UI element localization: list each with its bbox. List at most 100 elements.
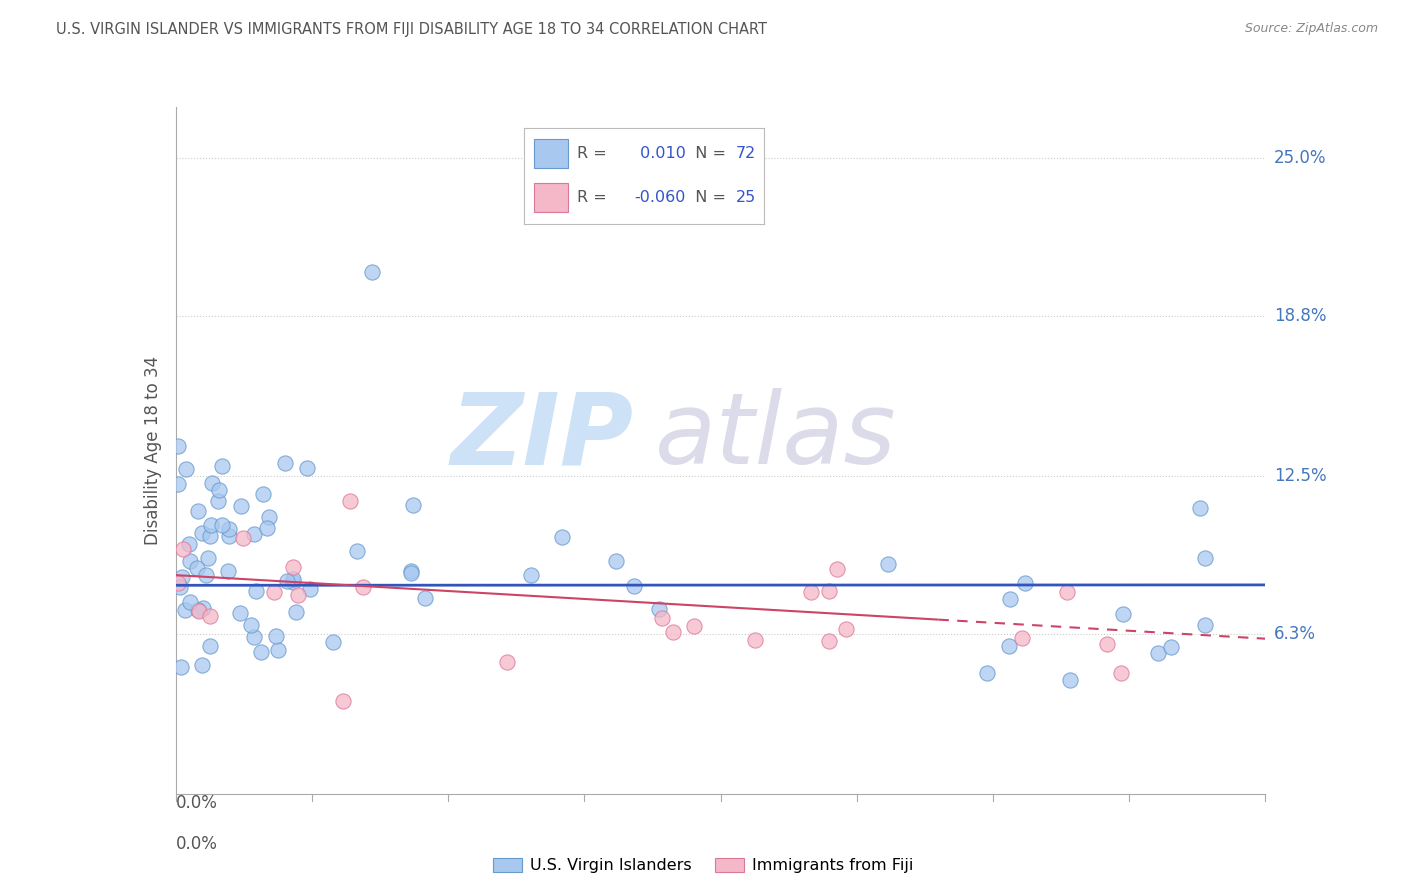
Point [1147, 646, 1170, 660]
Point [1056, 585, 1078, 599]
Point [274, 456, 297, 470]
Point [211, 458, 233, 473]
Point [346, 544, 368, 558]
Point [239, 618, 262, 632]
Point [281, 575, 304, 590]
Point [187, 604, 209, 618]
Point [263, 585, 285, 599]
Point [877, 558, 900, 572]
Text: U.S. VIRGIN ISLANDER VS IMMIGRANTS FROM FIJI DISABILITY AGE 18 TO 34 CORRELATION: U.S. VIRGIN ISLANDER VS IMMIGRANTS FROM … [56, 22, 768, 37]
Point [298, 582, 321, 596]
Point [276, 574, 298, 589]
Point [1194, 551, 1216, 566]
Point [817, 584, 839, 599]
Point [648, 602, 671, 616]
Point [174, 462, 197, 476]
Point [662, 625, 685, 640]
Text: atlas: atlas [655, 388, 897, 485]
Point [399, 564, 422, 578]
Point [1059, 673, 1081, 687]
Point [217, 565, 239, 579]
Point [179, 595, 201, 609]
Text: 18.8%: 18.8% [1274, 307, 1326, 325]
Point [200, 517, 222, 532]
Point [231, 500, 253, 514]
Point [187, 603, 209, 617]
Point [834, 622, 856, 636]
Point [256, 520, 278, 534]
Point [267, 642, 290, 657]
Point [281, 560, 304, 574]
Text: 0.0%: 0.0% [176, 794, 218, 812]
Text: Source: ZipAtlas.com: Source: ZipAtlas.com [1244, 22, 1378, 36]
Point [167, 575, 190, 590]
Point [198, 639, 221, 653]
Point [1095, 637, 1118, 651]
Point [401, 498, 423, 512]
Point [172, 570, 194, 584]
Point [360, 265, 382, 279]
Point [179, 554, 201, 568]
Text: 12.5%: 12.5% [1274, 467, 1326, 485]
Point [1000, 592, 1022, 607]
Point [232, 531, 254, 545]
Point [623, 579, 645, 593]
Point [250, 645, 273, 659]
Point [744, 632, 766, 647]
Point [172, 541, 194, 556]
Point [825, 562, 848, 576]
Point [281, 572, 304, 586]
Point [170, 660, 193, 674]
Text: 6.3%: 6.3% [1274, 624, 1316, 642]
Point [218, 529, 240, 543]
Point [207, 494, 229, 508]
Point [1014, 575, 1036, 590]
Point [186, 561, 208, 575]
Point [550, 530, 572, 544]
Point [976, 665, 998, 680]
Point [339, 494, 361, 508]
Point [998, 639, 1021, 653]
Point [243, 527, 266, 541]
Point [519, 567, 541, 582]
Point [332, 694, 354, 708]
Point [252, 486, 274, 500]
Point [191, 658, 214, 673]
Point [167, 476, 190, 491]
Point [496, 656, 519, 670]
Point [1160, 640, 1182, 654]
Point [197, 551, 219, 566]
Point [201, 475, 224, 490]
Point [295, 461, 318, 475]
Y-axis label: Disability Age 18 to 34: Disability Age 18 to 34 [143, 356, 162, 545]
Point [174, 603, 197, 617]
Point [818, 634, 841, 648]
Point [1011, 631, 1033, 645]
Point [287, 588, 309, 602]
Point [200, 609, 222, 624]
Point [218, 522, 240, 536]
Point [191, 525, 214, 540]
Point [211, 517, 233, 532]
Point [1109, 666, 1132, 681]
Point [800, 585, 823, 599]
Point [167, 439, 190, 453]
Text: 25.0%: 25.0% [1274, 149, 1326, 167]
Point [413, 591, 436, 606]
Point [208, 483, 231, 497]
Point [179, 537, 201, 551]
Point [264, 628, 287, 642]
Point [352, 580, 374, 594]
Point [1189, 501, 1212, 516]
Point [193, 601, 215, 615]
Point [243, 630, 266, 644]
Point [651, 611, 673, 625]
Point [229, 606, 252, 620]
Text: 0.0%: 0.0% [176, 835, 218, 853]
Point [195, 567, 218, 582]
Point [322, 635, 344, 649]
Point [245, 583, 267, 598]
Point [284, 605, 307, 619]
Point [1194, 618, 1216, 632]
Point [169, 581, 191, 595]
